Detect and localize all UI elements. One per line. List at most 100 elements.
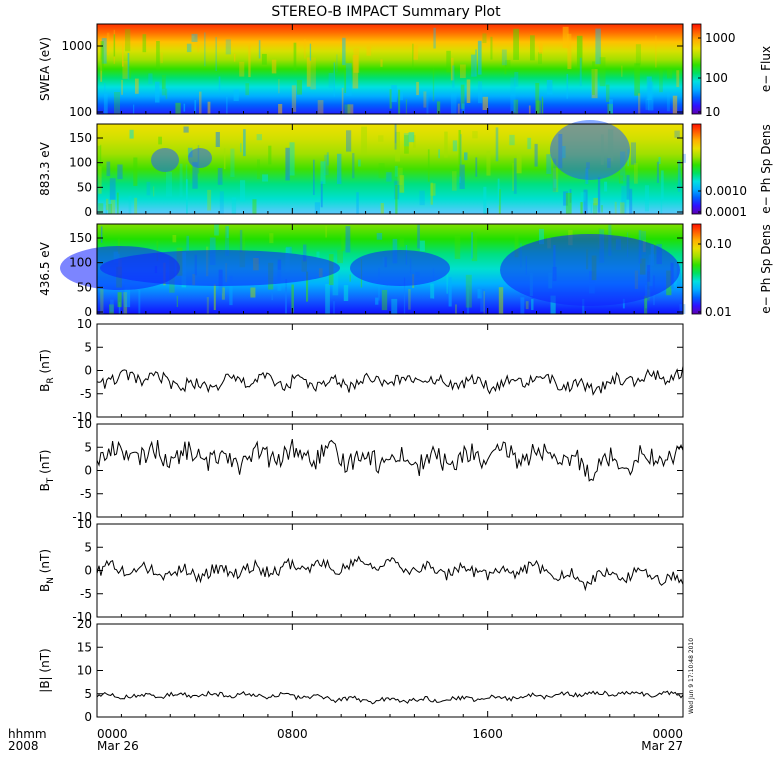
line-panel-2-tick-label: 0 xyxy=(84,464,92,478)
spectrogram-1-streak xyxy=(226,96,228,114)
spectrogram-2-streak xyxy=(419,190,425,206)
spectrogram-2-streak xyxy=(444,131,448,158)
spectrogram-1-streak xyxy=(303,39,306,59)
plot-title: STEREO-B IMPACT Summary Plot xyxy=(271,4,501,20)
spectrogram-3-streak xyxy=(408,289,411,310)
spectrogram-2-streak xyxy=(106,161,111,177)
line-panel-4-tick-label: 5 xyxy=(84,687,92,701)
spectrogram-1-streak xyxy=(248,44,251,78)
spectrogram-3-streak xyxy=(525,301,529,310)
spectrogram-1-streak xyxy=(478,81,483,104)
line-panel-1-frame xyxy=(96,323,684,418)
spectrogram-2-streak xyxy=(313,159,315,195)
line-panel-2-series xyxy=(96,438,684,482)
spectrogram-3-streak xyxy=(221,287,225,300)
spectrogram-1-streak xyxy=(155,81,160,103)
spectrogram-1-streak xyxy=(199,91,202,114)
spectrogram-2-streak xyxy=(661,170,664,200)
spectrogram-2-streak xyxy=(399,175,405,193)
spectrogram-1-streak xyxy=(513,99,519,114)
spectrogram-1-streak xyxy=(609,99,613,114)
spectrogram-1-streak xyxy=(328,72,334,88)
colorbar-2 xyxy=(691,123,702,215)
spectrogram-3-streak xyxy=(100,287,104,314)
spectrogram-2-streak xyxy=(618,175,624,184)
spectrogram-1-streak xyxy=(186,43,192,53)
spectrogram-2-streak xyxy=(320,161,326,184)
spectrogram-3-streak xyxy=(118,302,121,314)
spectrogram-2-streak xyxy=(452,140,458,152)
spectrogram-1-streak xyxy=(215,37,217,71)
spectrogram-2-streak xyxy=(98,166,102,194)
spectrogram-3-streak xyxy=(124,280,131,308)
spectrogram-3-streak xyxy=(110,299,114,312)
spectrogram-3-streak xyxy=(229,275,233,306)
spectrogram-2-streak xyxy=(326,152,329,166)
spectrogram-3-streak xyxy=(399,238,405,247)
spectrogram-3-streak xyxy=(454,235,461,259)
line-panel-2-tick-label: 5 xyxy=(84,440,92,454)
spectrogram-3-streak xyxy=(226,226,229,238)
spectrogram-panel-2: 883.3 eV 150 100 50 0 0.0010 0.0001 e− Ph Sp De… xyxy=(38,120,773,219)
spectrogram-3-streak xyxy=(376,233,383,240)
line-panel-4-tick-label: 0 xyxy=(84,710,92,724)
spectrogram-1-streak xyxy=(341,87,344,114)
spectrogram-3-streak xyxy=(477,288,482,299)
spectrogram-1-streak xyxy=(342,37,346,66)
spectrogram-2-streak xyxy=(179,163,183,198)
spectrogram-2-streak xyxy=(110,199,116,214)
spectrogram-3-streak xyxy=(448,277,452,307)
spectrogram-2-streak xyxy=(565,192,572,214)
spectrogram-1-streak xyxy=(399,91,403,101)
spectrogram-3-streak xyxy=(341,233,345,252)
line-panel-1-tick-label: 10 xyxy=(77,317,92,331)
spectrogram-2-streak xyxy=(614,201,617,214)
spectrogram-1-streak xyxy=(635,44,641,66)
spectrogram-2-streak xyxy=(129,129,134,139)
spectrogram-3-streak xyxy=(325,284,330,314)
colorbar-2-tick-label: 0.0001 xyxy=(705,205,747,219)
line-panel-4-frame xyxy=(96,623,684,718)
spectrogram-1-streak xyxy=(514,72,519,87)
spectrogram-1-streak xyxy=(450,57,454,81)
spectrogram-3-streak xyxy=(432,268,435,299)
spectrogram-2-streak xyxy=(378,163,385,179)
spectrogram-3-tick-label: 50 xyxy=(77,280,92,294)
spectrogram-1-streak xyxy=(460,64,466,78)
spectrogram-2-streak xyxy=(105,205,107,214)
spectrogram-2-streak xyxy=(158,136,162,145)
spectrogram-2-streak xyxy=(231,197,237,214)
spectrogram-1-streak xyxy=(336,54,338,73)
spectrogram-2-streak xyxy=(486,150,491,176)
spectrogram-3-streak xyxy=(446,268,449,294)
spectrogram-2-streak xyxy=(378,135,384,142)
spectrogram-3-streak xyxy=(109,304,114,314)
spectrogram-3-streak xyxy=(206,297,209,314)
spectrogram-2-streak xyxy=(427,149,430,182)
spectrogram-1-streak xyxy=(122,61,128,79)
line-panel-1: BR (nT) 10 5 0 -5 -10 xyxy=(38,317,684,424)
colorbar-1 xyxy=(691,23,702,115)
x-tick-label-2: 0800 xyxy=(277,727,308,741)
spectrogram-1-streak xyxy=(501,49,507,66)
spectrogram-1-streak xyxy=(125,29,131,52)
spectrogram-3-tick-label: 150 xyxy=(69,231,92,245)
spectrogram-2-streak xyxy=(459,176,461,184)
spectrogram-3-streak xyxy=(403,277,406,314)
spectrogram-2-streak xyxy=(217,168,223,185)
spectrogram-1-streak xyxy=(566,73,569,99)
spectrogram-panel-1: SWEA (eV) 1000 100 1000 100 10 e− Flux xyxy=(38,23,773,119)
spectrogram-1-streak xyxy=(576,35,583,67)
spectrogram-1-streak xyxy=(655,35,657,68)
spectrogram-3-streak xyxy=(271,291,273,301)
spectrogram-2-streak xyxy=(240,180,246,202)
spectrogram-2-streak xyxy=(285,147,290,181)
spectrogram-2-streak xyxy=(358,159,361,167)
spectrogram-1-streak xyxy=(113,29,115,64)
line-panel-4-tick-label: 15 xyxy=(77,640,92,654)
spectrogram-3-streak xyxy=(100,226,103,243)
spectrogram-2-streak xyxy=(153,186,155,197)
spectrogram-2-streak xyxy=(146,181,151,196)
spectrogram-2-streak xyxy=(133,157,138,186)
spectrogram-1-streak xyxy=(191,35,195,45)
